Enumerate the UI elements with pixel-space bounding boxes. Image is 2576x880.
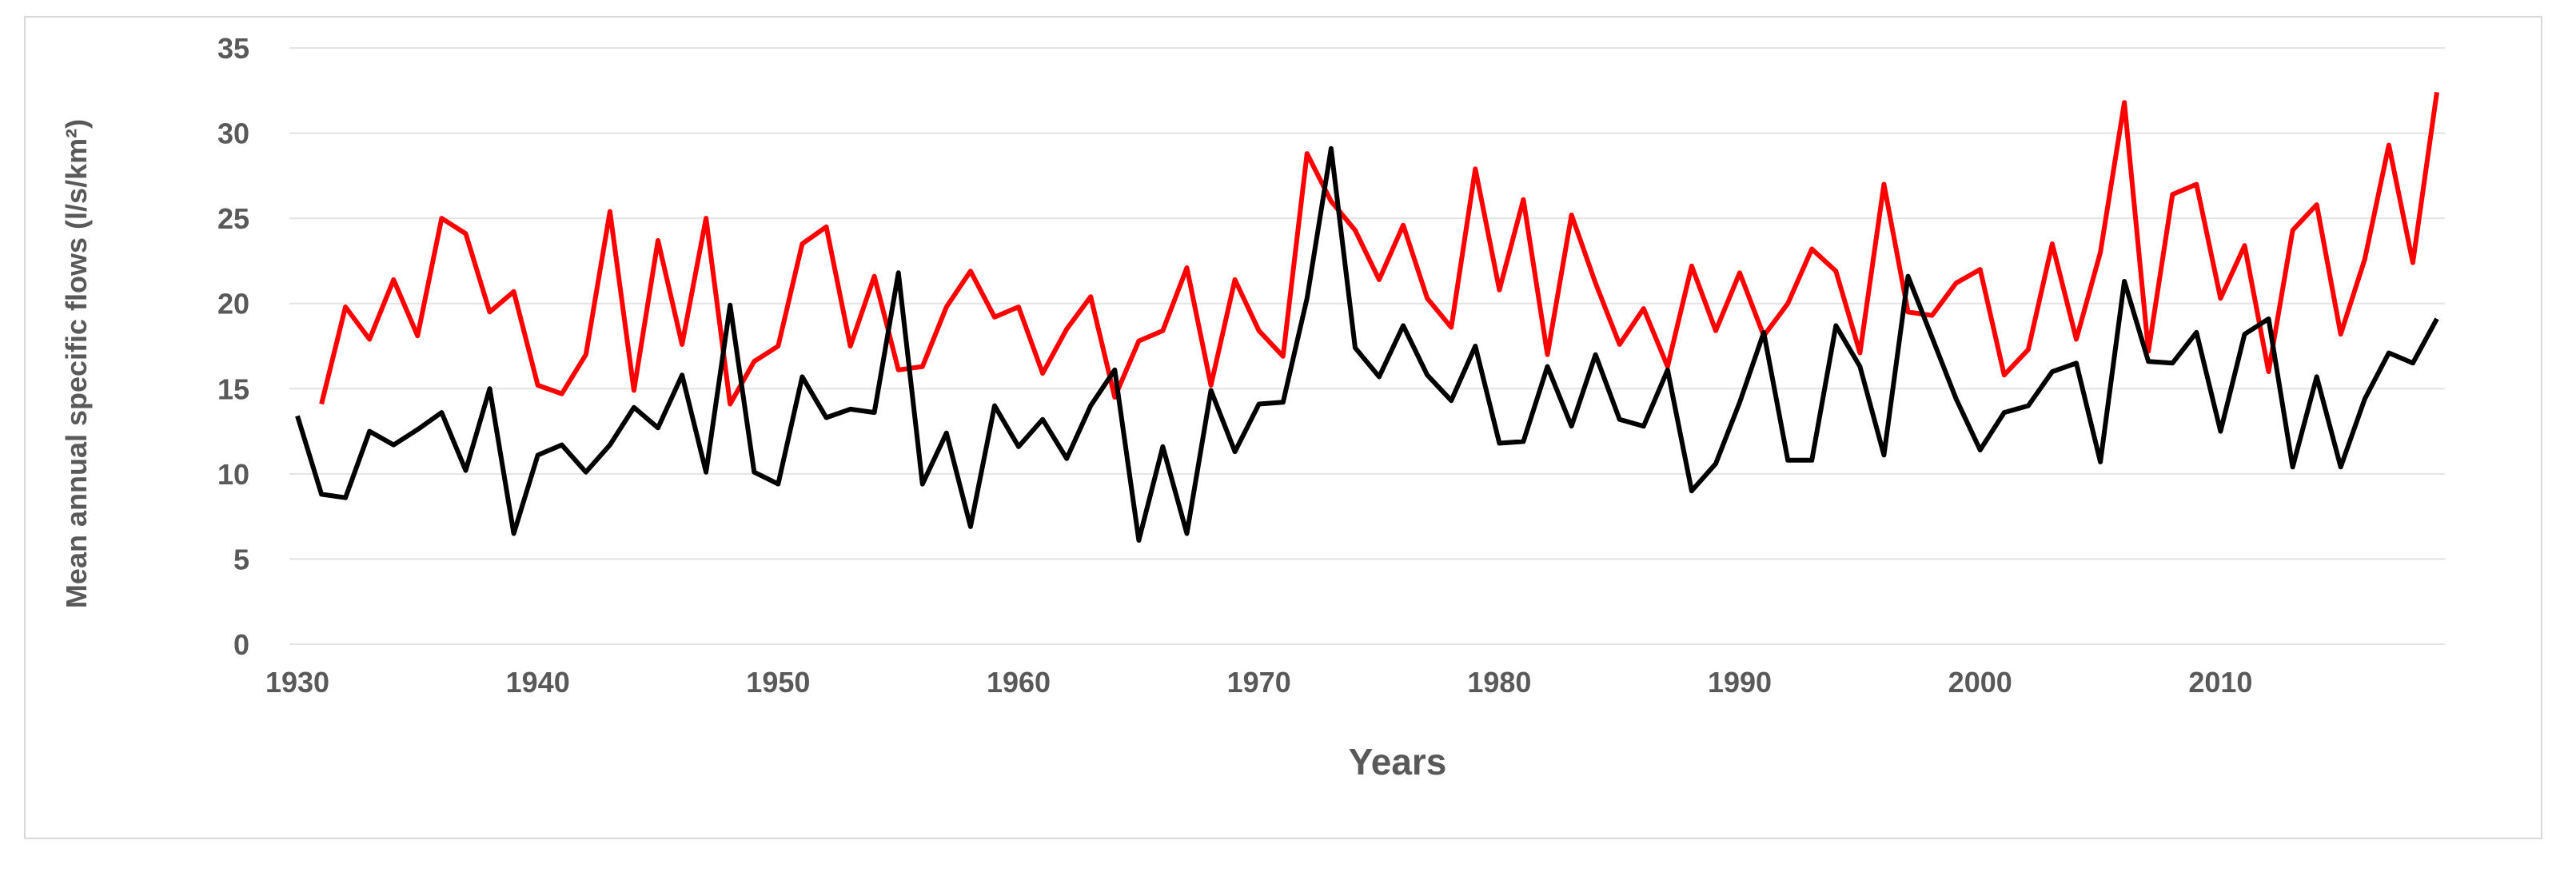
y-tick-label: 15 <box>217 372 249 405</box>
y-tick-label: 35 <box>217 32 249 65</box>
series-line-2 <box>295 145 2439 543</box>
series-line-1 <box>319 91 2439 407</box>
x-tick-label: 1990 <box>1708 666 1772 699</box>
chart-frame: 0 5 10 15 20 25 30 35 1930 1940 1950 1960 1970 1980 19… <box>24 16 2542 839</box>
y-tick-label: 20 <box>217 288 249 321</box>
y-tick-label: 10 <box>217 458 249 491</box>
x-tick-label: 1960 <box>987 666 1051 699</box>
series-lines <box>295 91 2439 543</box>
x-tick-label: 1970 <box>1227 666 1291 699</box>
y-tick-label: 5 <box>233 543 249 575</box>
x-tick-label: 2000 <box>1948 666 2012 699</box>
x-tick-label: 1980 <box>1467 666 1531 699</box>
x-tick-label: 2010 <box>2188 666 2252 699</box>
tick-labels: 0 5 10 15 20 25 30 35 1930 1940 1950 1960 1970 1980 19… <box>217 32 2252 699</box>
y-axis-title: Mean annual specific flows (l/s/km²) <box>60 119 93 608</box>
y-tick-label: 30 <box>217 117 249 150</box>
x-tick-label: 1940 <box>506 666 570 699</box>
x-tick-label: 1930 <box>265 666 329 699</box>
x-tick-label: 1950 <box>746 666 810 699</box>
gridlines <box>289 47 2445 645</box>
line-chart: 0 5 10 15 20 25 30 35 1930 1940 1950 1960 1970 1980 19… <box>60 32 2445 782</box>
y-tick-label: 25 <box>217 202 249 235</box>
y-tick-label: 0 <box>233 628 249 661</box>
x-axis-title: Years <box>1349 741 1447 782</box>
